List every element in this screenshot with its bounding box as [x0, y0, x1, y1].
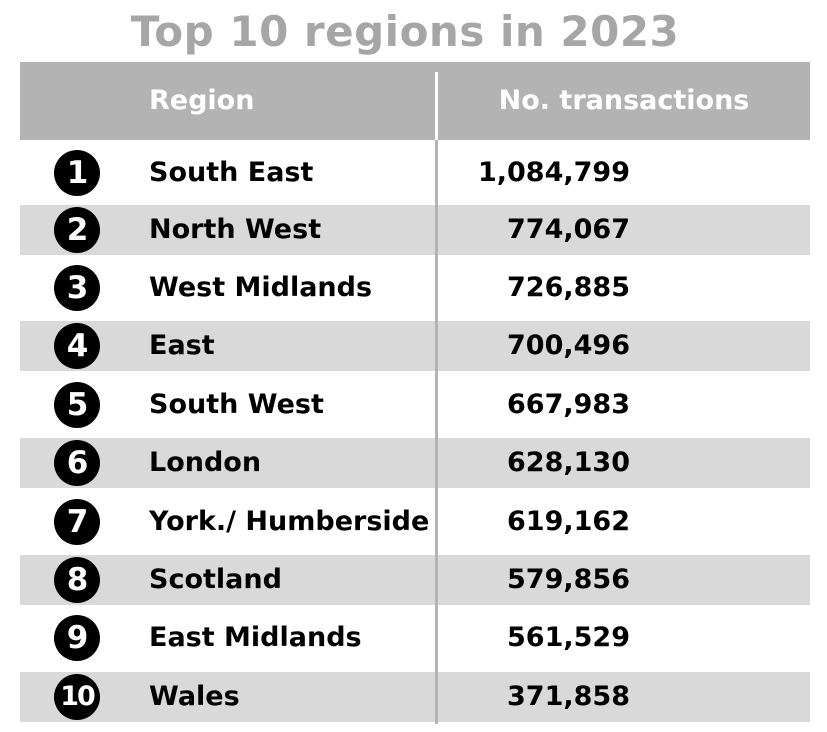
rank-badge: 4	[54, 323, 100, 369]
table-row: 10 Wales 371,858	[20, 672, 810, 722]
table-row: 7 York./ Humberside 619,162	[20, 497, 810, 547]
table-row: 9 East Midlands 561,529	[20, 613, 810, 663]
ranking-table: Region No. transactions 1 South East 1,084…	[20, 62, 810, 724]
region-name: London	[149, 447, 262, 478]
transactions-value: 561,529	[507, 622, 630, 653]
transactions-value: 628,130	[507, 447, 630, 478]
region-name: Wales	[149, 681, 240, 712]
rank-badge: 10	[54, 674, 100, 720]
table-row: 3 West Midlands 726,885	[20, 263, 810, 313]
table-row: 4 East 700,496	[20, 321, 810, 371]
table-row: 8 Scotland 579,856	[20, 555, 810, 605]
table-header: Region No. transactions	[20, 62, 810, 140]
region-name: South West	[149, 389, 324, 420]
rank-badge: 3	[54, 265, 100, 311]
transactions-value: 667,983	[507, 389, 630, 420]
header-transactions: No. transactions	[498, 85, 750, 116]
region-name: North West	[149, 214, 322, 245]
table-row: 5 South West 667,983	[20, 380, 810, 430]
rank-badge: 2	[54, 207, 100, 253]
region-name: East	[149, 330, 215, 361]
header-region: Region	[149, 85, 255, 116]
rank-badge: 9	[54, 615, 100, 661]
table-row: 6 London 628,130	[20, 438, 810, 488]
rank-badge: 6	[54, 440, 100, 486]
rank-badge: 8	[54, 557, 100, 603]
rank-badge: 7	[54, 499, 100, 545]
table-body: 1 South East 1,084,799 2 North West 774,067 3 W…	[20, 140, 810, 724]
region-name: York./ Humberside	[149, 506, 430, 537]
transactions-value: 1,084,799	[477, 157, 630, 188]
table-row: 2 North West 774,067	[20, 205, 810, 255]
transactions-value: 619,162	[507, 506, 630, 537]
region-name: Scotland	[149, 564, 282, 595]
region-name: West Midlands	[149, 272, 373, 303]
region-name: East Midlands	[149, 622, 362, 653]
region-name: South East	[149, 157, 314, 188]
transactions-value: 726,885	[507, 272, 630, 303]
transactions-value: 700,496	[507, 330, 630, 361]
transactions-value: 774,067	[507, 214, 630, 245]
transactions-value: 579,856	[507, 564, 630, 595]
rank-badge: 1	[54, 150, 100, 196]
table-row: 1 South East 1,084,799	[20, 148, 810, 198]
transactions-value: 371,858	[507, 681, 630, 712]
rank-badge: 5	[54, 382, 100, 428]
header-divider	[435, 72, 438, 140]
column-divider	[435, 140, 438, 724]
chart-title: Top 10 regions in 2023	[130, 7, 680, 56]
